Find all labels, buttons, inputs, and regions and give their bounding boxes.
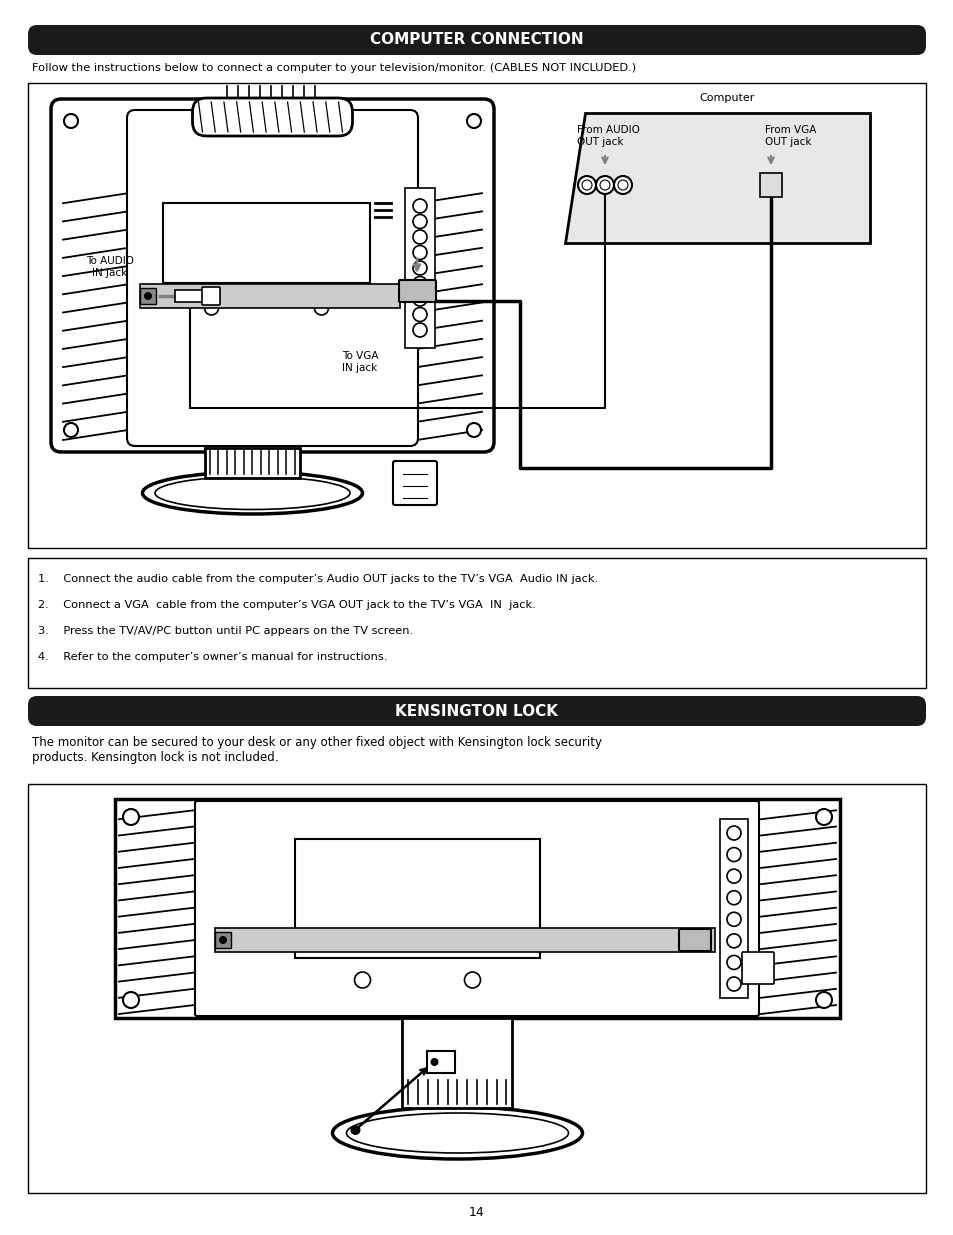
Circle shape — [204, 301, 218, 315]
Circle shape — [596, 177, 614, 194]
Text: COMPUTER CONNECTION: COMPUTER CONNECTION — [370, 32, 583, 47]
FancyBboxPatch shape — [679, 929, 710, 951]
Circle shape — [413, 199, 427, 212]
Bar — [427, 1051, 455, 1073]
Circle shape — [815, 809, 831, 825]
Circle shape — [413, 261, 427, 275]
Bar — [214, 927, 714, 952]
Circle shape — [314, 301, 328, 315]
Ellipse shape — [333, 1107, 582, 1158]
Bar — [140, 284, 399, 308]
Bar — [174, 290, 203, 303]
Circle shape — [413, 215, 427, 228]
Bar — [402, 1018, 512, 1108]
Circle shape — [726, 934, 740, 947]
Circle shape — [123, 809, 139, 825]
Bar — [405, 188, 435, 348]
Circle shape — [355, 972, 370, 988]
Bar — [163, 203, 370, 283]
Text: KENSINGTON LOCK: KENSINGTON LOCK — [395, 704, 558, 719]
Ellipse shape — [142, 472, 362, 514]
Text: 2.    Connect a VGA  cable from the computer’s VGA OUT jack to the TV’s VGA  IN : 2. Connect a VGA cable from the computer… — [38, 600, 536, 610]
Circle shape — [413, 230, 427, 245]
FancyBboxPatch shape — [398, 280, 436, 303]
Text: From AUDIO
OUT jack: From AUDIO OUT jack — [577, 125, 639, 147]
Bar — [28, 558, 925, 688]
Circle shape — [350, 1125, 360, 1135]
Circle shape — [726, 977, 740, 990]
Text: To AUDIO
IN Jack: To AUDIO IN Jack — [86, 257, 133, 278]
Circle shape — [413, 308, 427, 321]
FancyBboxPatch shape — [202, 287, 220, 305]
Text: Computer: Computer — [700, 93, 755, 103]
FancyBboxPatch shape — [28, 697, 925, 726]
Circle shape — [430, 1058, 438, 1066]
Circle shape — [413, 324, 427, 337]
Circle shape — [144, 291, 152, 300]
Circle shape — [413, 277, 427, 290]
FancyBboxPatch shape — [51, 99, 494, 452]
Text: Follow the instructions below to connect a computer to your television/monitor. : Follow the instructions below to connect… — [32, 63, 636, 73]
Circle shape — [614, 177, 631, 194]
Circle shape — [726, 890, 740, 905]
Circle shape — [618, 180, 627, 190]
Circle shape — [581, 180, 592, 190]
Circle shape — [726, 956, 740, 969]
FancyBboxPatch shape — [193, 98, 352, 136]
Text: 1.    Connect the audio cable from the computer’s Audio OUT jacks to the TV’s VG: 1. Connect the audio cable from the comp… — [38, 574, 598, 584]
Circle shape — [726, 913, 740, 926]
Bar — [294, 839, 539, 958]
FancyBboxPatch shape — [28, 25, 925, 56]
Circle shape — [815, 992, 831, 1008]
Circle shape — [413, 246, 427, 259]
Circle shape — [219, 936, 227, 944]
Bar — [115, 799, 840, 1018]
FancyBboxPatch shape — [741, 952, 773, 984]
Circle shape — [64, 424, 78, 437]
Circle shape — [467, 424, 480, 437]
Text: 3.    Press the TV/AV/PC button until PC appears on the TV screen.: 3. Press the TV/AV/PC button until PC ap… — [38, 626, 413, 636]
Circle shape — [578, 177, 596, 194]
Bar — [214, 932, 231, 948]
Circle shape — [467, 114, 480, 128]
Bar — [140, 288, 156, 304]
Polygon shape — [564, 112, 869, 243]
Ellipse shape — [346, 1113, 568, 1153]
Circle shape — [726, 847, 740, 862]
Ellipse shape — [154, 477, 350, 510]
FancyBboxPatch shape — [127, 110, 417, 446]
FancyBboxPatch shape — [393, 461, 436, 505]
Circle shape — [726, 826, 740, 840]
Bar — [28, 83, 925, 548]
Text: The monitor can be secured to your desk or any other fixed object with Kensingto: The monitor can be secured to your desk … — [32, 736, 601, 764]
Circle shape — [64, 114, 78, 128]
Text: 4.    Refer to the computer’s owner’s manual for instructions.: 4. Refer to the computer’s owner’s manua… — [38, 652, 387, 662]
Bar — [205, 448, 299, 478]
Circle shape — [123, 992, 139, 1008]
Text: To VGA
IN jack: To VGA IN jack — [341, 351, 377, 373]
Circle shape — [413, 291, 427, 306]
Circle shape — [726, 869, 740, 883]
Circle shape — [464, 972, 480, 988]
Bar — [760, 173, 781, 198]
Bar — [720, 819, 747, 998]
Text: 14: 14 — [469, 1207, 484, 1219]
FancyBboxPatch shape — [194, 802, 759, 1016]
Text: From VGA
OUT jack: From VGA OUT jack — [764, 125, 816, 147]
Circle shape — [599, 180, 609, 190]
Bar — [28, 784, 925, 1193]
